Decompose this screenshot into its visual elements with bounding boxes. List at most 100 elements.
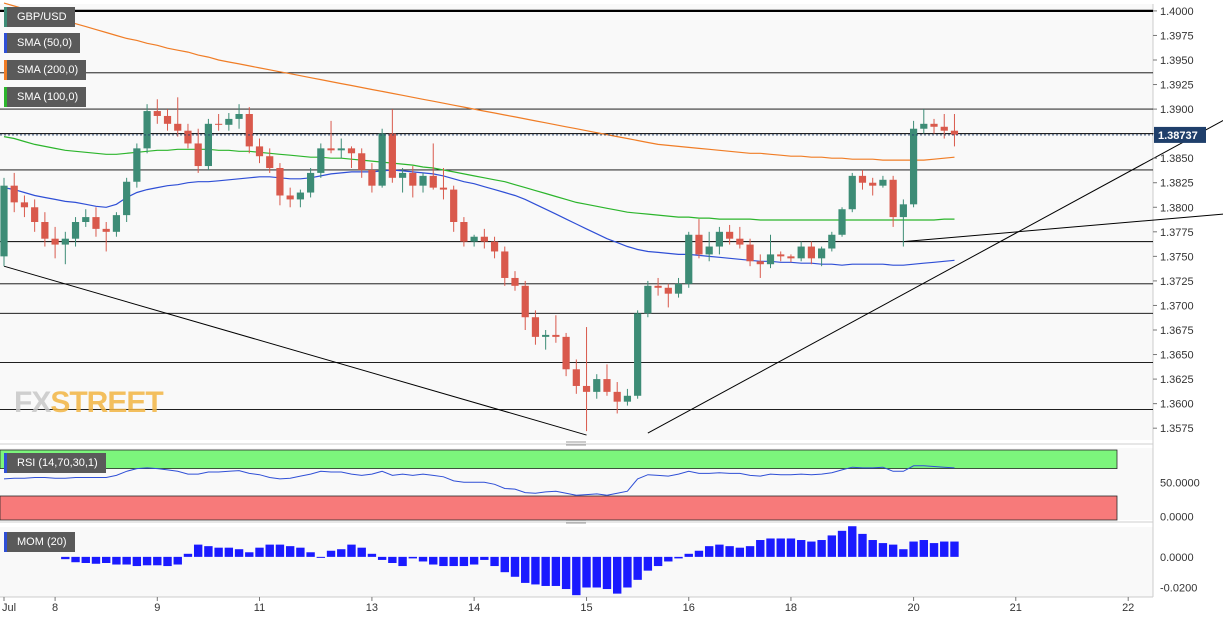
candle (909, 120, 918, 208)
candle (470, 234, 478, 247)
candle (163, 109, 172, 131)
candle-body (276, 168, 284, 196)
candle-body (674, 283, 683, 294)
mom-bar (357, 547, 366, 557)
candle-body (419, 175, 427, 186)
y-tick-label: 1.3900 (1160, 104, 1194, 116)
candle-body (623, 395, 632, 402)
candle (695, 219, 703, 259)
candle-body (409, 172, 417, 186)
rsi-y-tick-label: 50.0000 (1160, 477, 1200, 489)
candle (41, 212, 49, 247)
candle (317, 143, 325, 178)
candle (879, 175, 887, 188)
mom-bar (439, 556, 448, 567)
y-tick-label: 1.4000 (1160, 6, 1194, 18)
panel-resize-grip-1[interactable] (566, 441, 586, 446)
candle-body (848, 175, 856, 210)
candle-body (61, 238, 69, 245)
candle (123, 177, 131, 222)
legend-rsi[interactable]: RSI (14,70,30,1) (4, 453, 106, 473)
legend-mom[interactable]: MOM (20) (4, 532, 75, 552)
x-tick-label: 13 (366, 602, 378, 614)
sma-lines (3, 2, 955, 266)
candle (0, 177, 8, 267)
mom-bar (766, 538, 775, 557)
mom-bar (132, 556, 142, 567)
y-tick-label: 1.3650 (1160, 350, 1194, 362)
candle-body (31, 207, 39, 222)
mom-bar (929, 543, 939, 557)
candle (225, 113, 233, 131)
legend-sma50[interactable]: SMA (50,0) (4, 33, 81, 53)
y-tick-label: 1.3800 (1160, 202, 1194, 214)
candle (439, 168, 448, 200)
mom-bar (183, 553, 193, 557)
candle-body (828, 234, 836, 249)
candle (204, 118, 212, 170)
mom-bar (633, 556, 642, 580)
mom-bar (193, 544, 203, 557)
candle-body (889, 179, 897, 218)
x-tick-label: 15 (580, 602, 592, 614)
candle-body (51, 238, 59, 245)
y-tick-label: 1.3975 (1160, 30, 1194, 42)
mom-bar (582, 556, 591, 588)
candle-body (317, 148, 325, 173)
candle (644, 280, 652, 318)
candle (593, 374, 601, 399)
candle (654, 277, 662, 296)
candle-body (82, 217, 90, 222)
y-tick-label: 1.3625 (1160, 374, 1194, 386)
x-tick-label: 8 (52, 602, 58, 614)
candle-body (582, 385, 591, 392)
candle (664, 283, 672, 308)
candle (807, 241, 815, 265)
candle (603, 364, 611, 396)
candle (143, 104, 151, 154)
mom-bar (285, 546, 295, 557)
candle-body (215, 123, 223, 125)
mom-bar (572, 556, 581, 596)
mom-bar (214, 547, 223, 557)
candle-body (950, 130, 959, 135)
candle-body (501, 251, 509, 278)
candle-body (797, 246, 805, 259)
candle (920, 109, 928, 134)
candle-body (807, 246, 815, 259)
candle (194, 128, 202, 173)
candle (552, 315, 560, 343)
candle-body (756, 261, 764, 265)
mom-bar (725, 546, 734, 557)
candle (112, 212, 121, 237)
mom-bar (756, 540, 765, 557)
legend-sma200[interactable]: SMA (200,0) (4, 60, 87, 80)
candle-body (439, 187, 448, 190)
candle-body (480, 236, 488, 242)
mom-bar (561, 556, 571, 590)
y-tick-label: 1.3675 (1160, 325, 1194, 337)
legend-symbol[interactable]: GBP/USD (4, 7, 75, 27)
legend-sma100[interactable]: SMA (100,0) (4, 87, 87, 107)
mom-bar (613, 556, 622, 594)
mom-bar (480, 556, 489, 560)
rsi-line (3, 465, 955, 496)
mom-bar (61, 556, 70, 560)
y-tick-label: 1.3750 (1160, 251, 1194, 263)
candle (398, 168, 407, 193)
current-price-label: 1.38737 (1158, 130, 1198, 142)
candle (388, 109, 396, 183)
candle-body (286, 195, 294, 200)
candle (409, 166, 417, 198)
mom-bar (541, 556, 550, 586)
current-price-tag: 1.38737 (0, 126, 1206, 143)
mom-bar (347, 544, 356, 557)
candle-body (10, 185, 18, 203)
mom-bar (602, 556, 612, 590)
candle-body (71, 222, 80, 239)
sma200-line (3, 2, 955, 161)
candle (634, 310, 642, 399)
y-tick-label: 1.3950 (1160, 55, 1194, 67)
